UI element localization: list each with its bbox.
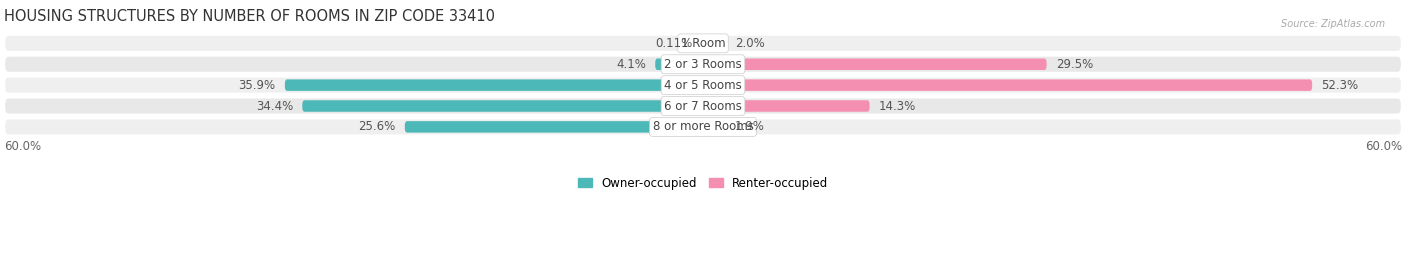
Text: 4 or 5 Rooms: 4 or 5 Rooms: [664, 79, 742, 92]
Text: 0.11%: 0.11%: [655, 37, 692, 50]
FancyBboxPatch shape: [4, 56, 1402, 73]
Text: 52.3%: 52.3%: [1322, 79, 1358, 92]
Text: Source: ZipAtlas.com: Source: ZipAtlas.com: [1281, 19, 1385, 29]
FancyBboxPatch shape: [4, 35, 1402, 52]
Legend: Owner-occupied, Renter-occupied: Owner-occupied, Renter-occupied: [572, 172, 834, 194]
Text: 6 or 7 Rooms: 6 or 7 Rooms: [664, 100, 742, 112]
FancyBboxPatch shape: [405, 121, 703, 133]
FancyBboxPatch shape: [703, 79, 1312, 91]
FancyBboxPatch shape: [700, 38, 704, 49]
FancyBboxPatch shape: [302, 100, 703, 112]
Text: 2 or 3 Rooms: 2 or 3 Rooms: [664, 58, 742, 71]
FancyBboxPatch shape: [4, 97, 1402, 115]
Text: 1.9%: 1.9%: [734, 121, 765, 133]
Text: 4.1%: 4.1%: [616, 58, 645, 71]
Text: 14.3%: 14.3%: [879, 100, 917, 112]
FancyBboxPatch shape: [285, 79, 703, 91]
FancyBboxPatch shape: [703, 100, 869, 112]
Text: 60.0%: 60.0%: [4, 140, 41, 153]
Text: 8 or more Rooms: 8 or more Rooms: [652, 121, 754, 133]
Text: 60.0%: 60.0%: [1365, 140, 1402, 153]
Text: 29.5%: 29.5%: [1056, 58, 1092, 71]
Text: 34.4%: 34.4%: [256, 100, 292, 112]
FancyBboxPatch shape: [703, 59, 1046, 70]
FancyBboxPatch shape: [655, 59, 703, 70]
FancyBboxPatch shape: [703, 121, 725, 133]
Text: 35.9%: 35.9%: [239, 79, 276, 92]
Text: 1 Room: 1 Room: [681, 37, 725, 50]
Text: 25.6%: 25.6%: [359, 121, 395, 133]
Text: 2.0%: 2.0%: [735, 37, 765, 50]
FancyBboxPatch shape: [703, 38, 727, 49]
Text: HOUSING STRUCTURES BY NUMBER OF ROOMS IN ZIP CODE 33410: HOUSING STRUCTURES BY NUMBER OF ROOMS IN…: [4, 9, 495, 23]
FancyBboxPatch shape: [4, 77, 1402, 94]
FancyBboxPatch shape: [4, 118, 1402, 136]
